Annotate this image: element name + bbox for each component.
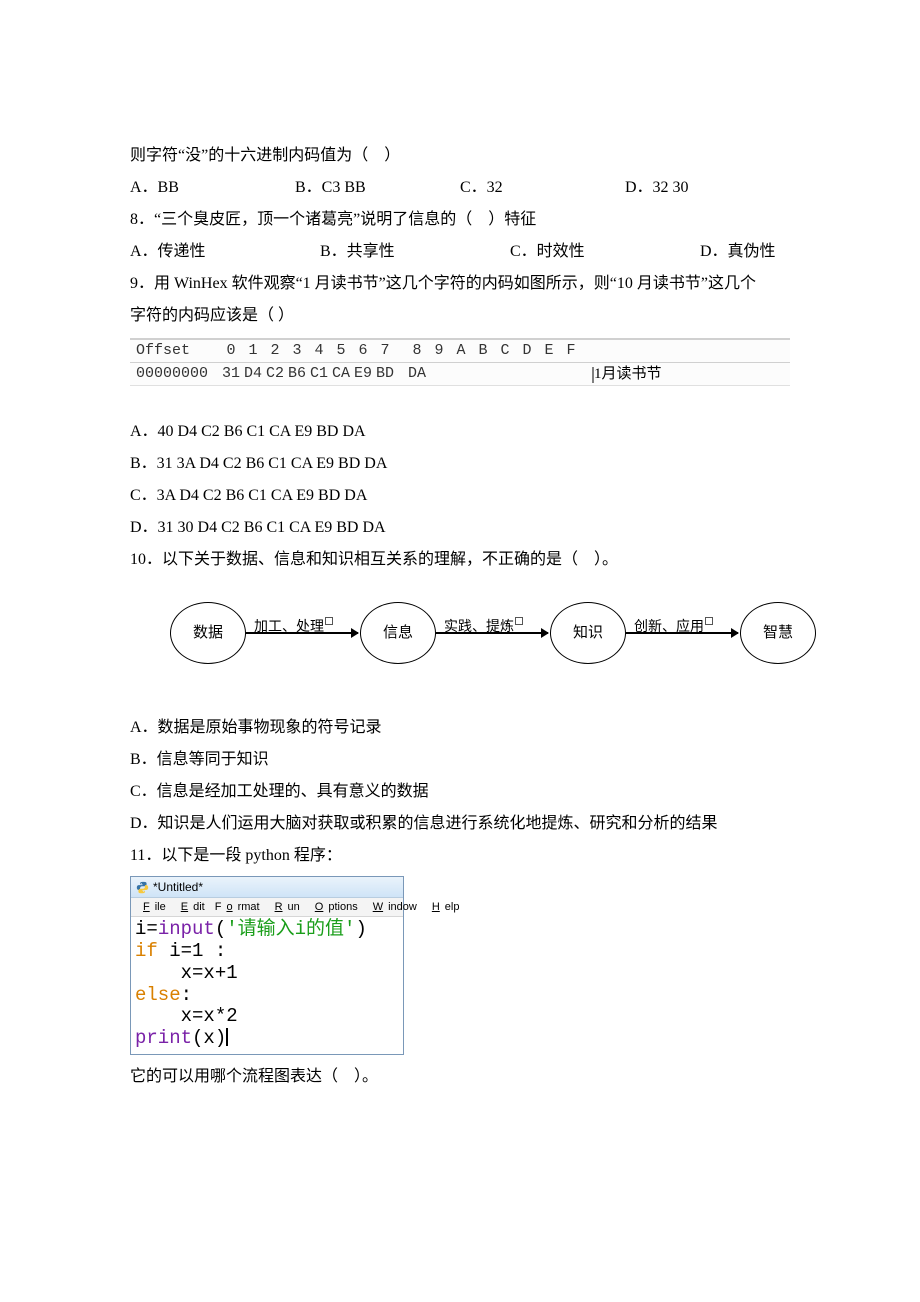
q8-choice-b: B．共享性	[320, 236, 510, 268]
hex-byte: DA	[406, 359, 428, 389]
winhex-text-prefix: 1	[594, 366, 602, 382]
hex-byte	[560, 359, 582, 389]
hex-byte: C1	[308, 359, 330, 389]
q7-choice-d: D．32 30	[625, 172, 790, 204]
document-page: 则字符“没”的十六进制内码值为（ ） A．BB B．C3 BB C．32 D．3…	[0, 0, 920, 1153]
diagram-node-data: 数据	[170, 602, 246, 664]
hex-byte: 31	[220, 359, 242, 389]
diagram-arrow-label: 实践、提炼	[444, 614, 523, 642]
hex-byte: BD	[374, 359, 396, 389]
q7-choice-c: C．32	[460, 172, 625, 204]
menu-file[interactable]: File	[138, 896, 166, 918]
diagram-arrow-label: 创新、应用	[634, 614, 713, 642]
q8-choices: A．传递性 B．共享性 C．时效性 D．真伪性	[130, 236, 790, 268]
winhex-table: Offset 0 1 2 3 4 5 6 7 8 9 A B C D E F	[130, 338, 790, 386]
q9-choice-c: C．3A D4 C2 B6 C1 CA E9 BD DA	[130, 480, 790, 512]
q11-stem: 11．以下是一段 python 程序：	[130, 840, 790, 872]
q10-choice-c: C．信息是经加工处理的、具有意义的数据	[130, 776, 790, 808]
hex-byte	[428, 359, 450, 389]
winhex-data-row: 00000000 31 D4 C2 B6 C1 CA E9 BD DA	[130, 363, 790, 385]
winhex-row-offset: 00000000	[136, 359, 220, 389]
hex-byte: D4	[242, 359, 264, 389]
menu-help[interactable]: Help	[427, 896, 460, 918]
code-area[interactable]: i=input('请输入i的值') if i=1 : x=x+1 else: x…	[131, 917, 403, 1054]
hex-byte: E9	[352, 359, 374, 389]
q8-choice-d: D．真伪性	[700, 236, 790, 268]
q8-choice-c: C．时效性	[510, 236, 700, 268]
winhex-text-cn: 月读书节	[602, 366, 662, 382]
q8-stem: 8．“三个臭皮匠，顶一个诸葛亮”说明了信息的（ ）特征	[130, 204, 790, 236]
idle-editor-window: *Untitled* File Edit Format Run Options …	[130, 876, 404, 1055]
menu-options[interactable]: Options	[310, 896, 358, 918]
q7-choice-b: B．C3 BB	[295, 172, 460, 204]
diagram-node-knowledge: 知识	[550, 602, 626, 664]
menu-format[interactable]: Format	[215, 896, 260, 918]
hex-byte: C2	[264, 359, 286, 389]
q9-stem-line1: 9．用 WinHex 软件观察“1 月读书节”这几个字符的内码如图所示，则“10…	[130, 268, 790, 300]
diagram-node-info: 信息	[360, 602, 436, 664]
menu-run[interactable]: Run	[270, 896, 300, 918]
q10-stem: 10．以下关于数据、信息和知识相互关系的理解，不正确的是（ ）。	[130, 544, 790, 576]
q10-choice-a: A．数据是原始事物现象的符号记录	[130, 712, 790, 744]
hex-byte: B6	[286, 359, 308, 389]
q7-stem: 则字符“没”的十六进制内码值为（ ）	[130, 140, 790, 172]
q8-choice-a: A．传递性	[130, 236, 320, 268]
diagram-arrow-label: 加工、处理	[254, 614, 333, 642]
winhex-row-bytes: 31 D4 C2 B6 C1 CA E9 BD DA	[220, 359, 582, 389]
q9-choice-a: A．40 D4 C2 B6 C1 CA E9 BD DA	[130, 416, 790, 448]
menu-edit[interactable]: Edit	[176, 896, 205, 918]
hex-byte	[472, 359, 494, 389]
q9-choice-d: D．31 30 D4 C2 B6 C1 CA E9 BD DA	[130, 512, 790, 544]
q7-choices: A．BB B．C3 BB C．32 D．32 30	[130, 172, 790, 204]
hex-byte	[450, 359, 472, 389]
q9-choice-b: B．31 3A D4 C2 B6 C1 CA E9 BD DA	[130, 448, 790, 480]
q10-diagram: 数据 加工、处理 信息 实践、提炼 知识 创新、应用 智慧	[170, 596, 810, 672]
q10-choice-b: B．信息等同于知识	[130, 744, 790, 776]
q7-choice-a: A．BB	[130, 172, 295, 204]
q10-choice-d: D．知识是人们运用大脑对获取或积累的信息进行系统化地提炼、研究和分析的结果	[130, 808, 790, 840]
hex-byte	[494, 359, 516, 389]
python-icon	[135, 880, 149, 894]
q9-stem-line2: 字符的内码应该是（ ）	[130, 300, 790, 332]
menu-window[interactable]: Window	[368, 896, 417, 918]
editor-titlebar: *Untitled*	[131, 877, 403, 898]
winhex-text-pane: 1月读书节	[592, 359, 662, 389]
hex-byte	[538, 359, 560, 389]
text-cursor-icon	[226, 1028, 228, 1046]
hex-byte: CA	[330, 359, 352, 389]
q11-after: 它的可以用哪个流程图表达（ ）。	[130, 1061, 790, 1093]
editor-menubar: File Edit Format Run Options Window Help	[131, 898, 403, 917]
diagram-node-wisdom: 智慧	[740, 602, 816, 664]
hex-byte	[516, 359, 538, 389]
